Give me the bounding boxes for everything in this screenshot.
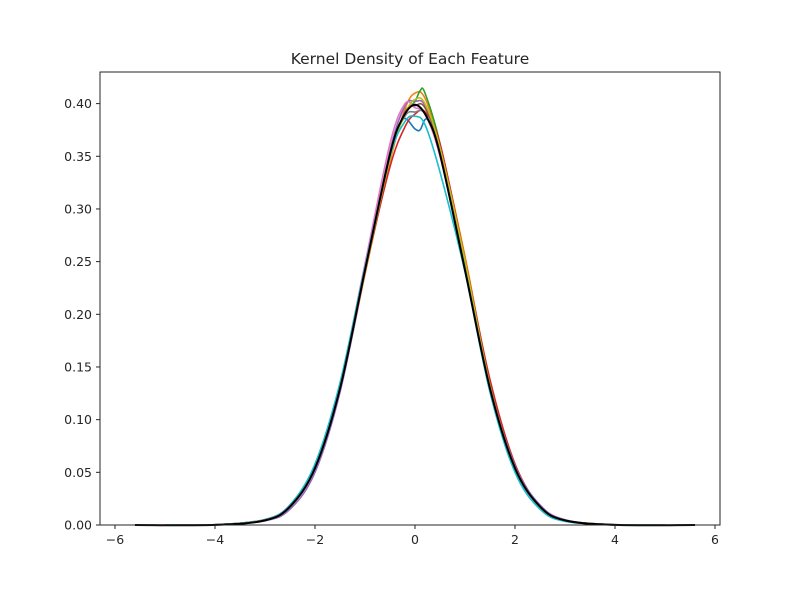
series-line-1	[164, 117, 666, 527]
series-line-7	[164, 100, 666, 527]
x-tick-label: 6	[711, 532, 719, 547]
axis-layer: −6 −4 −2 0 2 4 6 0.00 0.05 0.10 0.15 0.20 0.25 0.30 0.…	[64, 96, 719, 547]
y-tick-label: 0.15	[64, 359, 92, 374]
y-tick-label: 0.30	[64, 201, 92, 216]
y-tick-label: 0.25	[64, 254, 92, 269]
series-layer	[134, 87, 696, 527]
x-tick-label: −2	[306, 532, 324, 547]
y-tick-label: 0.20	[64, 307, 92, 322]
x-tick-label: −4	[206, 532, 224, 547]
y-tick-label: 0.40	[64, 96, 92, 111]
series-line-2	[149, 90, 666, 526]
chart-title: Kernel Density of Each Feature	[291, 50, 529, 68]
y-tick-label: 0.35	[64, 149, 92, 164]
series-line-11	[134, 103, 696, 527]
x-tick-label: 2	[511, 532, 519, 547]
x-tick-label: 0	[411, 532, 419, 547]
series-line-3	[164, 87, 666, 527]
y-tick-label: 0.05	[64, 465, 92, 480]
x-tick-label: −6	[106, 532, 124, 547]
series-line-8	[164, 109, 666, 526]
series-line-4	[164, 109, 666, 527]
plot-frame	[99, 71, 721, 526]
y-tick-label: 0.10	[64, 412, 92, 427]
series-line-5	[164, 99, 691, 526]
y-tick-label: 0.00	[64, 518, 92, 533]
x-tick-label: 4	[611, 532, 619, 547]
series-line-10	[164, 115, 666, 527]
series-line-9	[164, 97, 666, 527]
series-line-6	[164, 102, 666, 527]
